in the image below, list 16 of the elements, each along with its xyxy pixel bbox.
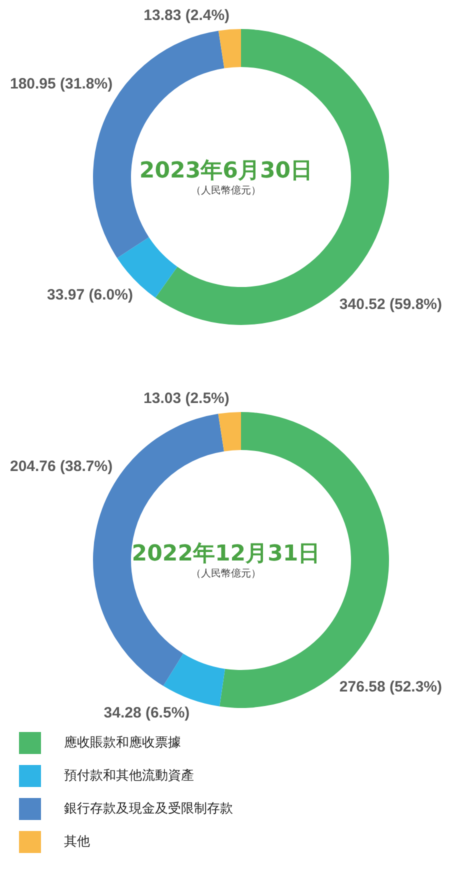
legend-label: 其他 bbox=[64, 834, 90, 850]
legend-label: 預付款和其他流動資產 bbox=[64, 768, 194, 784]
data-label: 13.03 (2.5%) bbox=[144, 390, 230, 407]
data-label: 13.83 (2.4%) bbox=[144, 6, 230, 24]
text: （人民幣億元） bbox=[191, 184, 261, 196]
data-label: 33.97 (6.0%) bbox=[47, 286, 133, 304]
legend-label: 應收賬款和應收票據 bbox=[64, 736, 181, 750]
data-label: 340.52 (59.8%) bbox=[339, 296, 442, 314]
data-label: 34.28 (6.5%) bbox=[104, 704, 190, 722]
text: 2023年6月30日 bbox=[139, 158, 313, 184]
text: 2022年12月31日 bbox=[132, 542, 320, 566]
legend-label: 銀行存款及現金及受限制存款 bbox=[64, 802, 233, 816]
data-label: 204.76 (38.7%) bbox=[10, 458, 113, 475]
data-label: 276.58 (52.3%) bbox=[339, 678, 442, 696]
data-label: 180.95 (31.8%) bbox=[10, 75, 113, 92]
text: （人民幣億元） bbox=[191, 568, 261, 580]
